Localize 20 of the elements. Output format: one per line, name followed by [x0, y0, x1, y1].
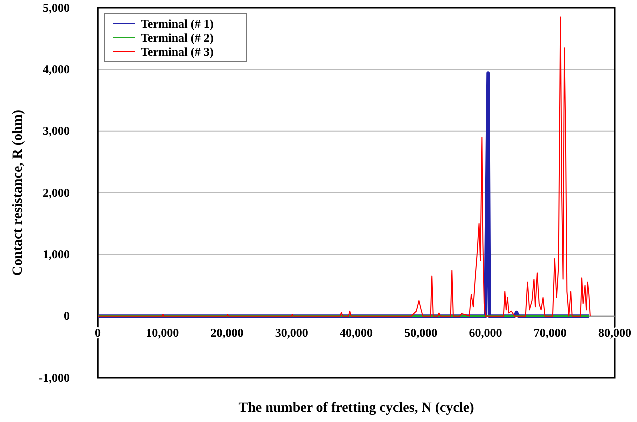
y-axis-title: Contact resistance, R (ohm) — [11, 110, 26, 276]
y-tick-label: 4,000 — [43, 62, 70, 77]
legend-label: Terminal (# 2) — [141, 31, 214, 45]
x-tick-label: 10,000 — [146, 326, 180, 340]
x-tick-label: 60,000 — [469, 326, 502, 340]
line-series — [98, 16, 591, 317]
y-tick-label: 0 — [64, 309, 70, 324]
y-tick-label: 5,000 — [43, 0, 70, 15]
x-tick-label: 20,000 — [210, 326, 244, 340]
legend-label: Terminal (# 1) — [141, 17, 214, 31]
x-tick-label: 50,000 — [404, 326, 438, 340]
x-axis-title: The number of fretting cycles, N (cycle) — [238, 401, 475, 416]
y-tick-label: 1,000 — [43, 248, 70, 262]
x-tick-label: 40,000 — [340, 326, 373, 340]
x-tick-label: 70,000 — [534, 326, 567, 340]
y-tick-label: 2,000 — [43, 186, 70, 200]
y-tick-label: 3,000 — [43, 124, 70, 138]
y-tick-label: -1,000 — [39, 370, 70, 385]
legend-label: Terminal (# 3) — [141, 45, 214, 59]
x-tick-label: 30,000 — [275, 326, 308, 340]
